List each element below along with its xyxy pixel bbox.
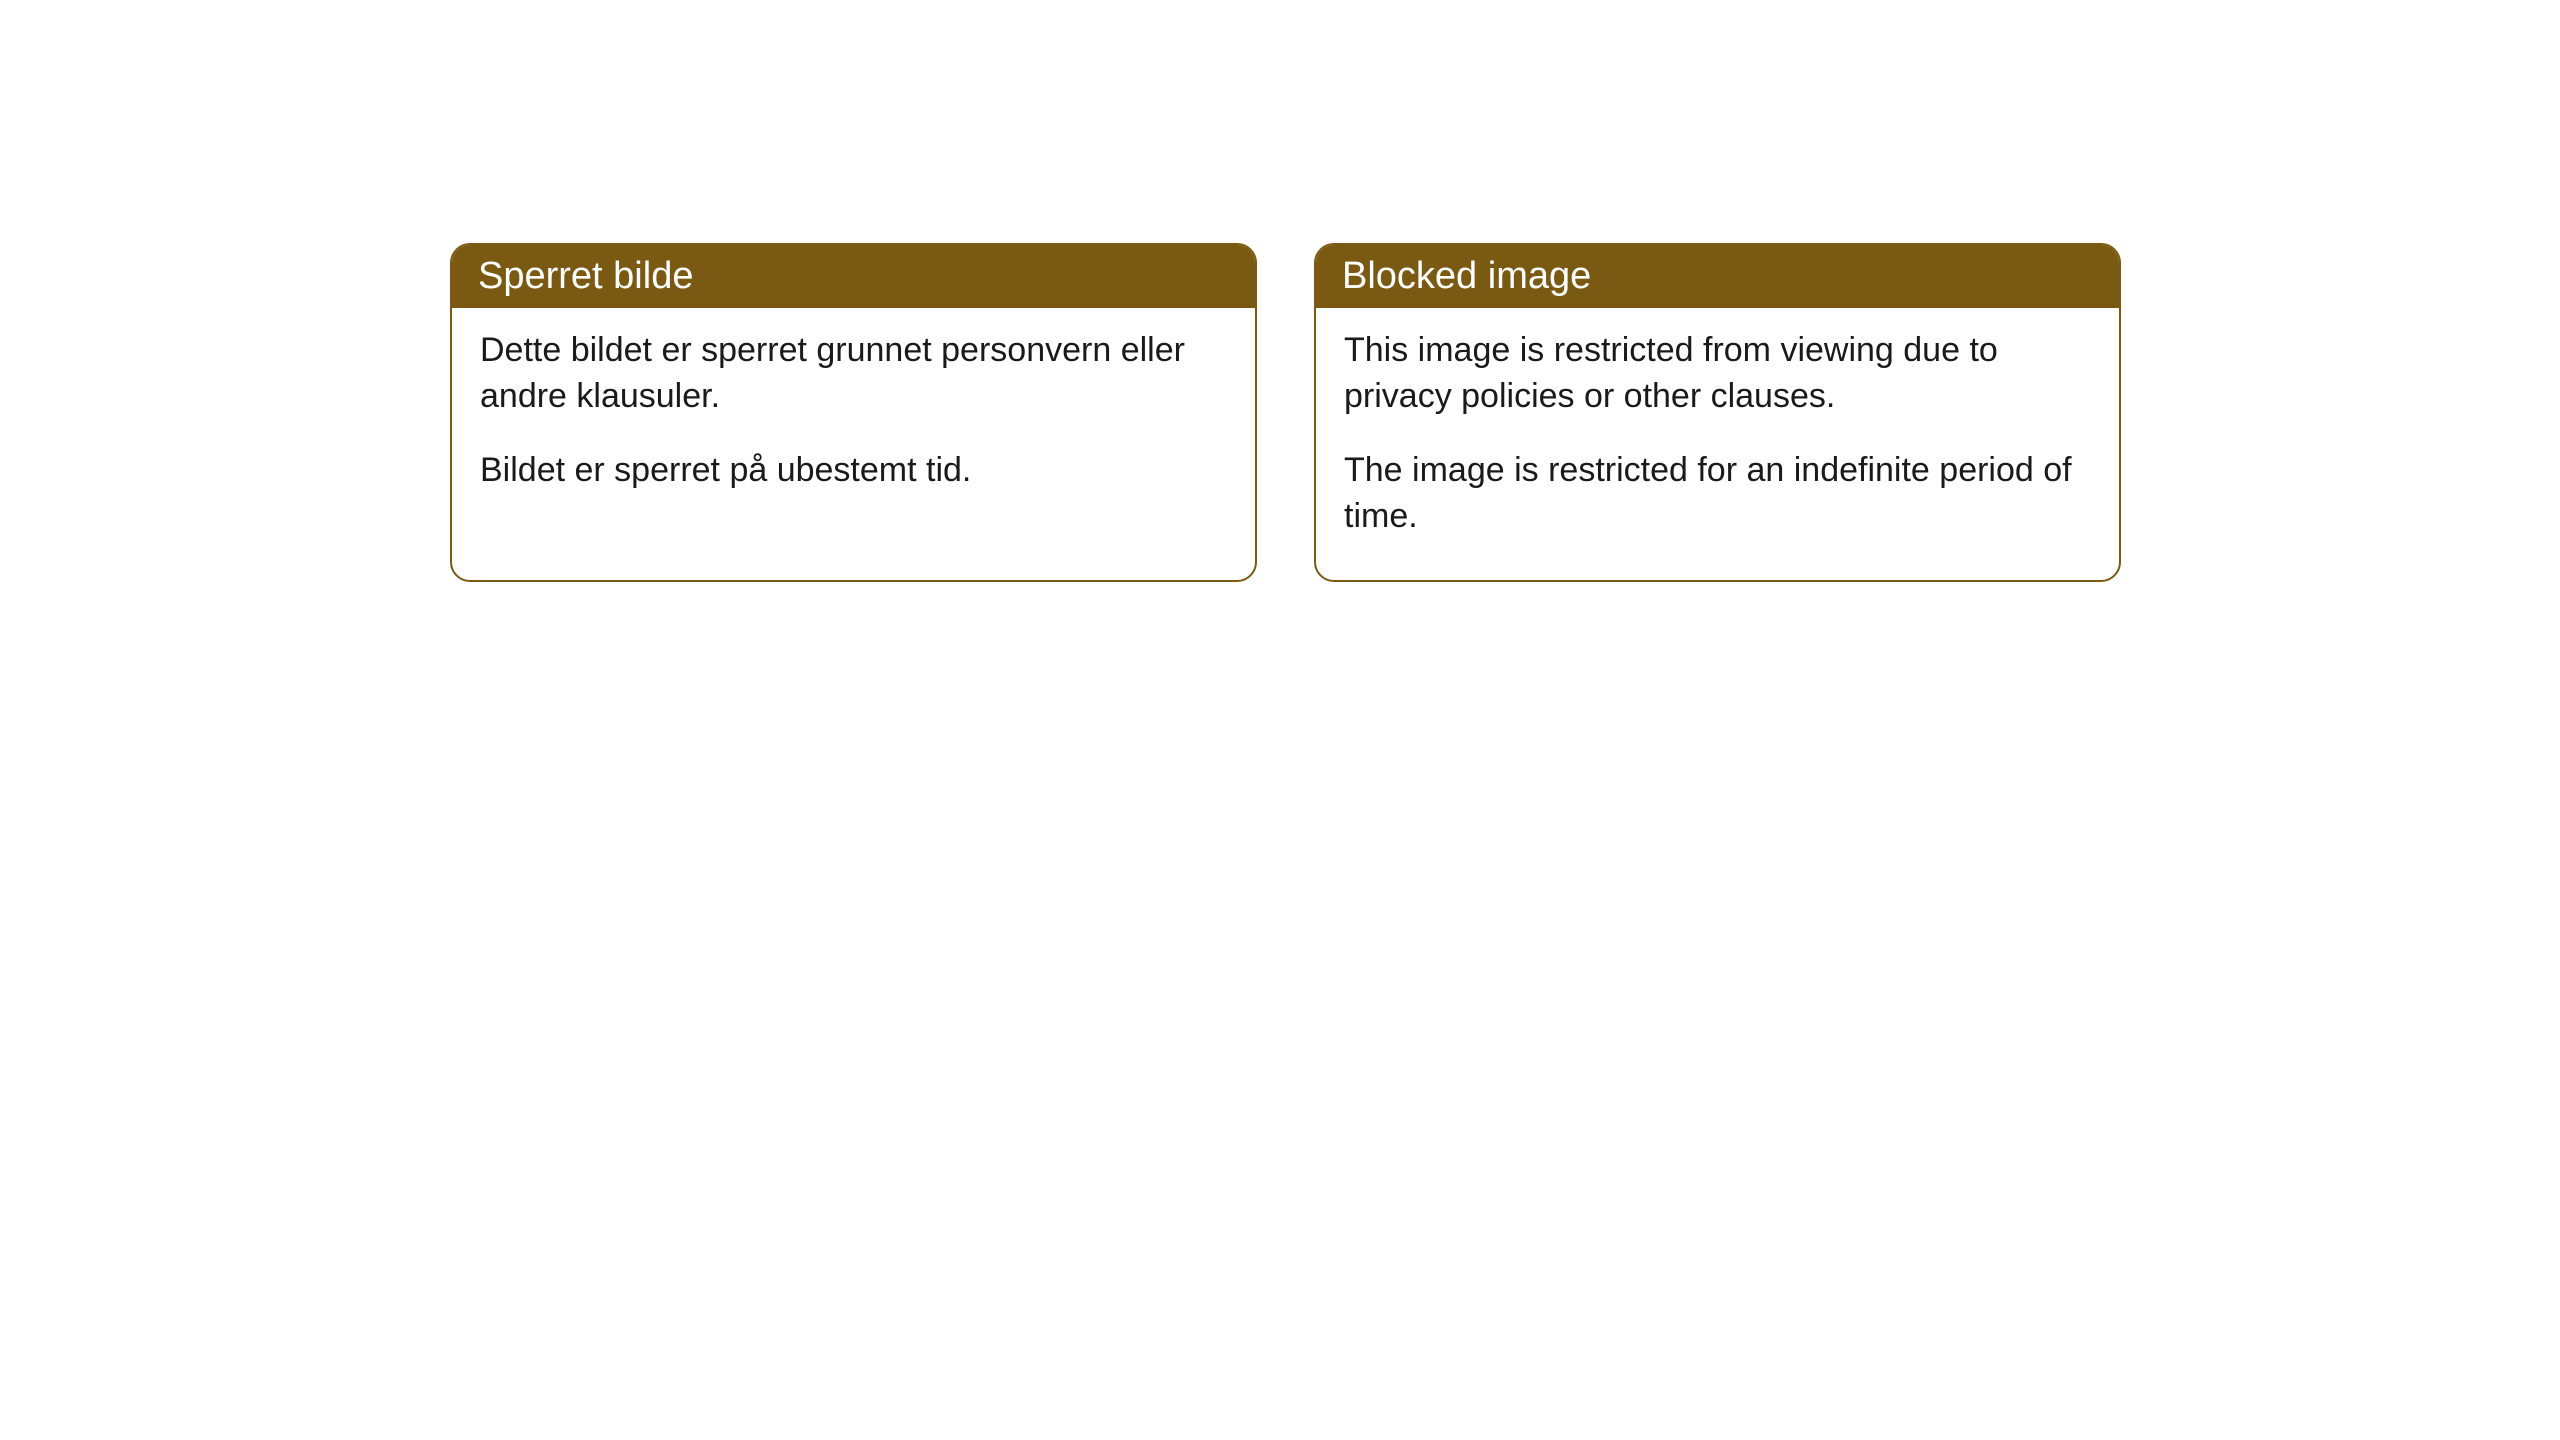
notice-cards-container: Sperret bilde Dette bildet er sperret gr… [450, 243, 2121, 582]
card-title: Blocked image [1342, 255, 1591, 297]
notice-card-norwegian: Sperret bilde Dette bildet er sperret gr… [450, 243, 1257, 582]
card-paragraph: The image is restricted for an indefinit… [1344, 448, 2091, 540]
card-paragraph: This image is restricted from viewing du… [1344, 328, 2091, 420]
notice-card-english: Blocked image This image is restricted f… [1314, 243, 2121, 582]
card-paragraph: Dette bildet er sperret grunnet personve… [480, 328, 1227, 420]
card-header: Sperret bilde [452, 245, 1255, 308]
card-header: Blocked image [1316, 245, 2119, 308]
card-paragraph: Bildet er sperret på ubestemt tid. [480, 448, 1227, 494]
card-title: Sperret bilde [478, 255, 693, 297]
card-body: Dette bildet er sperret grunnet personve… [452, 308, 1255, 534]
card-body: This image is restricted from viewing du… [1316, 308, 2119, 580]
